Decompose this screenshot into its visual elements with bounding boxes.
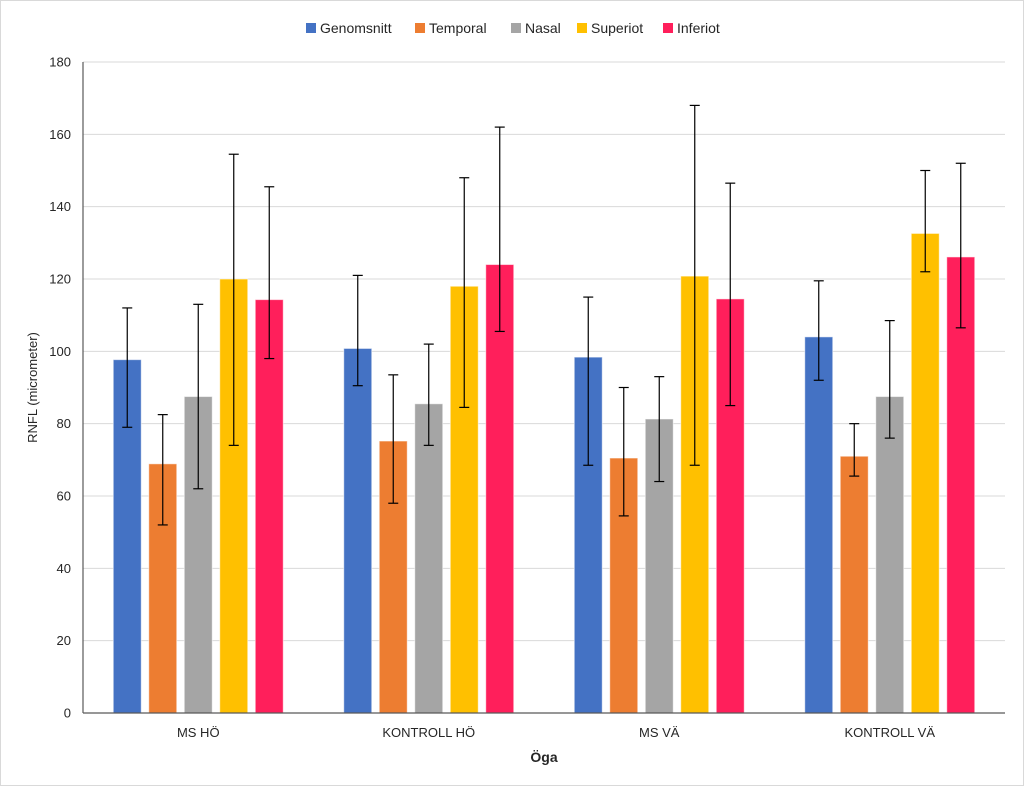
y-axis-title: RNFL (micrometer) <box>25 332 40 443</box>
bar <box>910 232 940 714</box>
error-bar <box>583 296 594 466</box>
legend-label: Temporal <box>429 20 487 36</box>
error-bar <box>494 126 505 333</box>
error-bar <box>264 186 275 360</box>
y-tick-label: 140 <box>49 199 71 214</box>
bar <box>946 256 976 714</box>
legend-entry: Temporal <box>415 20 487 36</box>
error-bar <box>689 104 700 466</box>
error-bar <box>884 319 895 439</box>
error-bar <box>352 274 363 387</box>
y-tick-label: 180 <box>49 55 71 70</box>
legend-entry: Inferiot <box>663 20 720 36</box>
x-tick-label: KONTROLL HÖ <box>382 725 475 740</box>
legend-swatch <box>577 23 587 33</box>
error-bar <box>193 303 204 490</box>
error-bars <box>122 104 966 526</box>
legend-label: Superiot <box>591 20 643 36</box>
error-bar <box>725 182 736 407</box>
legend-label: Inferiot <box>677 20 720 36</box>
x-tick-label: MS VÄ <box>639 725 680 740</box>
bar <box>343 347 373 714</box>
bar <box>414 403 444 714</box>
bars <box>112 232 976 714</box>
y-tick-label: 160 <box>49 127 71 142</box>
legend-swatch <box>306 23 316 33</box>
y-tick-label: 20 <box>57 633 71 648</box>
x-axis-title: Öga <box>530 749 557 765</box>
error-bar <box>423 343 434 446</box>
error-bar <box>920 169 931 273</box>
legend-swatch <box>663 23 673 33</box>
error-bar <box>955 162 966 329</box>
legend-label: Genomsnitt <box>320 20 392 36</box>
legend-label: Nasal <box>525 20 561 36</box>
axes: 0 20 40 60 80 100 120 140 160 180 MS HÖ KONTROLL HÖ… <box>49 55 1005 740</box>
error-bar <box>157 414 168 526</box>
legend-entry: Genomsnitt <box>306 20 392 36</box>
bar <box>804 336 834 714</box>
bar <box>609 457 639 714</box>
y-tick-label: 100 <box>49 344 71 359</box>
error-bar <box>459 177 470 408</box>
error-bar <box>388 374 399 504</box>
y-tick-label: 40 <box>57 561 71 576</box>
bar <box>839 455 869 714</box>
legend-entry: Superiot <box>577 20 643 36</box>
legend-entry: Nasal <box>511 20 561 36</box>
bar <box>254 299 284 714</box>
legend: Genomsnitt Temporal Nasal Superiot Inferiot <box>306 20 720 36</box>
error-bar <box>813 280 824 381</box>
y-tick-label: 80 <box>57 416 71 431</box>
y-tick-label: 120 <box>49 272 71 287</box>
error-bar <box>849 423 860 477</box>
error-bar <box>654 376 665 483</box>
error-bar <box>122 307 133 428</box>
bar <box>875 396 905 714</box>
legend-swatch <box>415 23 425 33</box>
legend-swatch <box>511 23 521 33</box>
error-bar <box>228 153 239 446</box>
x-tick-label: MS HÖ <box>177 725 220 740</box>
y-tick-label: 60 <box>57 489 71 504</box>
x-tick-label: KONTROLL VÄ <box>844 725 935 740</box>
y-tick-label: 0 <box>64 706 71 721</box>
error-bar <box>618 386 629 517</box>
